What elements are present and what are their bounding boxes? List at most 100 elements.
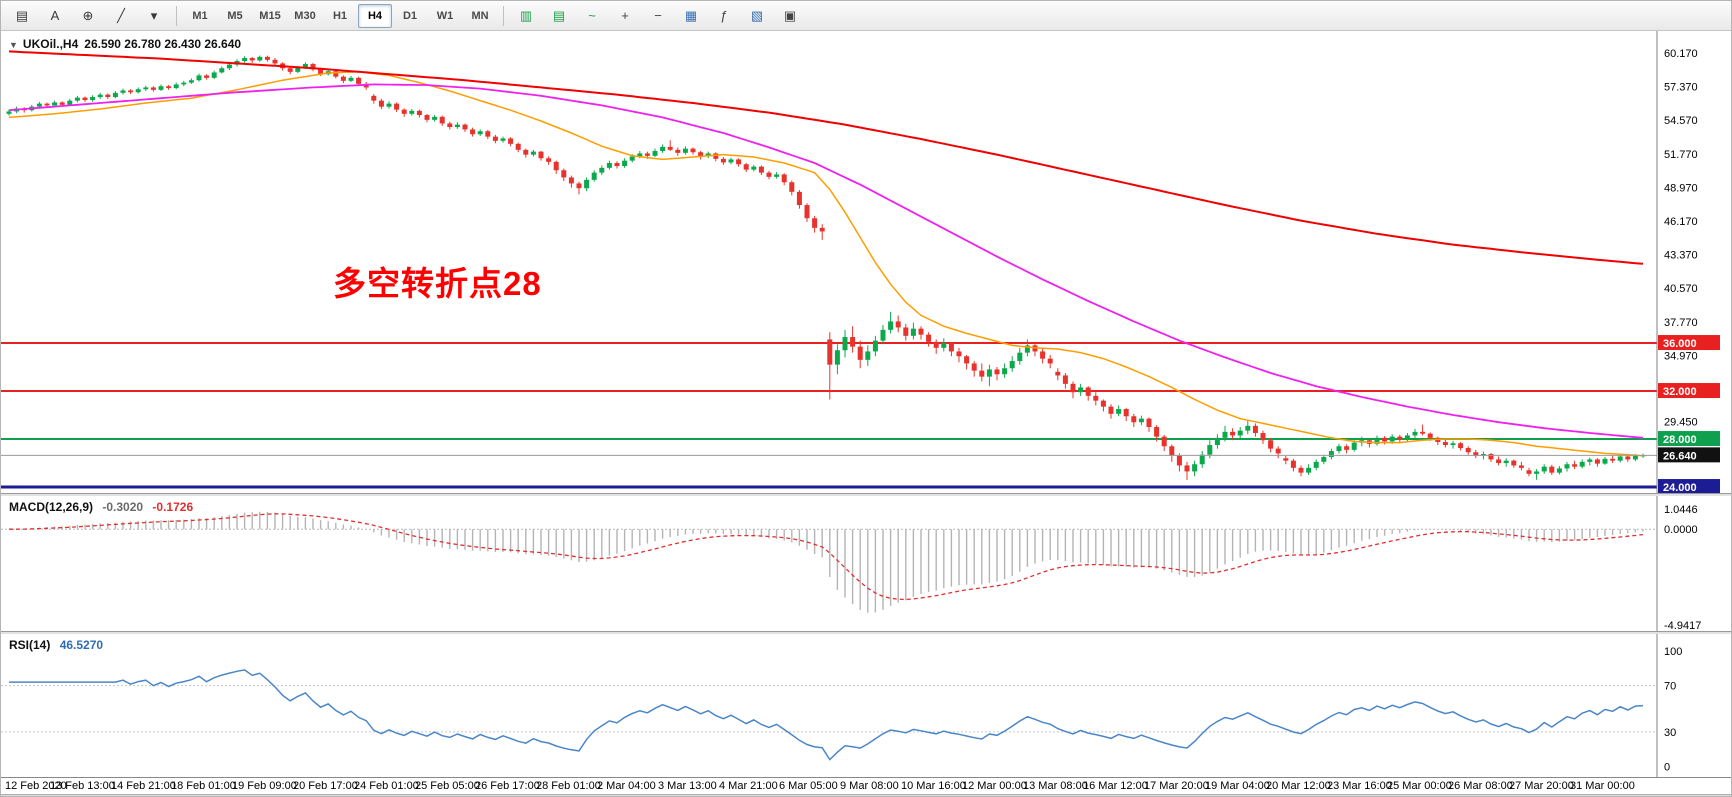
time-axis-label: 24 Feb 01:00 bbox=[354, 780, 419, 792]
macd-panel-title: MACD(12,26,9) -0.3020 -0.1726 bbox=[9, 500, 193, 514]
price-axis-label: 37.770 bbox=[1664, 317, 1698, 329]
price-axis-label: 57.370 bbox=[1664, 82, 1698, 94]
pane-splitter[interactable] bbox=[1, 631, 1731, 634]
symbol-title: UKOil.,H4 bbox=[22, 37, 79, 51]
indicators-icon[interactable]: ƒ bbox=[720, 8, 728, 23]
rsi-axis-label: 0 bbox=[1664, 762, 1670, 774]
time-axis-label: 14 Feb 21:00 bbox=[111, 780, 176, 792]
macd-panel-chart[interactable]: 1.0446 0.0000 -4.9417 bbox=[1, 496, 1732, 631]
time-axis-label: 9 Mar 08:00 bbox=[840, 780, 899, 792]
tile-windows-icon[interactable]: ▦ bbox=[684, 7, 698, 23]
time-axis-label: 13 Mar 08:00 bbox=[1023, 780, 1088, 792]
line-studies-dropdown-icon[interactable]: ▾ bbox=[150, 7, 158, 23]
ohlc-values: 26.590 26.780 26.430 26.640 bbox=[84, 37, 242, 51]
ma-mid-magenta[interactable] bbox=[8, 83, 1644, 439]
toolbar-separator bbox=[176, 5, 177, 26]
rsi-label: RSI(14) bbox=[9, 638, 51, 652]
text-tool-icon[interactable]: A bbox=[50, 8, 60, 23]
rsi-axis-label: 30 bbox=[1664, 727, 1676, 739]
timeframe-m1-button[interactable]: M1 bbox=[192, 9, 208, 22]
macd-main-value: -0.3020 bbox=[102, 500, 144, 514]
price-tag bbox=[1658, 383, 1720, 399]
toolbar: ▤ A ⊕ ╱ ▾ M1 M5 M15 M30 H1 H4 D1 W1 MN ▥ ▤ ~ + − ▦ ƒ ▧ ▣ bbox=[1, 1, 1731, 31]
macd-signal-value: -0.1726 bbox=[152, 500, 194, 514]
rsi-axis-label: 70 bbox=[1664, 681, 1676, 693]
price-tag bbox=[1658, 431, 1720, 447]
timeframe-d1-button[interactable]: D1 bbox=[402, 9, 418, 22]
price-axis-label: 60.170 bbox=[1664, 48, 1698, 60]
zoom-out-icon[interactable]: − bbox=[654, 8, 662, 23]
rsi-line bbox=[9, 669, 1644, 761]
price-tag-label: 28.000 bbox=[1663, 434, 1697, 446]
time-axis-label: 20 Mar 12:00 bbox=[1266, 780, 1331, 792]
timeframe-m15-button[interactable]: M15 bbox=[259, 9, 281, 22]
new-order-icon[interactable]: ▣ bbox=[783, 7, 797, 23]
ma-fast-orange[interactable] bbox=[8, 71, 1644, 457]
rsi-panel-title: RSI(14) 46.5270 bbox=[9, 638, 103, 652]
price-axis-label: 46.170 bbox=[1664, 216, 1698, 228]
price-axis-labels: 60.170 57.370 54.570 51.770 48.970 46.170 43.3… bbox=[1664, 48, 1698, 429]
crosshair-icon[interactable]: ⊕ bbox=[82, 7, 94, 23]
time-axis-label: 28 Feb 01:00 bbox=[536, 780, 601, 792]
time-axis-label: 25 Feb 05:00 bbox=[415, 780, 480, 792]
price-tag bbox=[1658, 447, 1720, 463]
price-tag-label: 24.000 bbox=[1663, 482, 1697, 493]
time-axis-label: 20 Feb 17:00 bbox=[293, 780, 358, 792]
timeframe-w1-button[interactable]: W1 bbox=[436, 9, 454, 22]
price-axis-label: 29.450 bbox=[1664, 417, 1698, 429]
rsi-axis-label: 100 bbox=[1664, 646, 1682, 658]
time-axis[interactable]: 12 Feb 2020 13 Feb 13:00 14 Feb 21:00 18 Fe… bbox=[1, 777, 1731, 794]
price-axis-label: 40.570 bbox=[1664, 283, 1698, 295]
time-axis-label: 19 Feb 09:00 bbox=[232, 780, 297, 792]
timeframe-m30-button[interactable]: M30 bbox=[294, 9, 316, 22]
price-tag bbox=[1658, 479, 1720, 493]
chart-title: ▼ UKOil.,H4 26.590 26.780 26.430 26.640 bbox=[9, 37, 241, 51]
window-status-strip bbox=[1, 794, 1731, 796]
timeframe-mn-button[interactable]: MN bbox=[471, 9, 489, 22]
price-axis-label: 51.770 bbox=[1664, 149, 1698, 161]
trendline-icon[interactable]: ╱ bbox=[117, 7, 125, 23]
price-tag bbox=[1658, 335, 1720, 351]
price-axis-label: 54.570 bbox=[1664, 115, 1698, 127]
time-axis-label: 26 Feb 17:00 bbox=[475, 780, 540, 792]
time-axis-label: 26 Mar 08:00 bbox=[1448, 780, 1513, 792]
price-tags: 36.000 32.000 28.000 24.000 26.640 bbox=[1658, 335, 1720, 493]
candlestick-chart-icon[interactable]: ▥ bbox=[519, 7, 533, 23]
time-axis-label: 19 Mar 04:00 bbox=[1205, 780, 1270, 792]
price-tag-label: 26.640 bbox=[1663, 450, 1697, 462]
price-axis-label: 43.370 bbox=[1664, 250, 1698, 262]
time-axis-label: 23 Mar 16:00 bbox=[1327, 780, 1392, 792]
templates-icon[interactable]: ▧ bbox=[750, 7, 764, 23]
time-axis-label: 2 Mar 04:00 bbox=[597, 780, 656, 792]
rsi-panel-chart[interactable]: 100 70 30 0 bbox=[1, 634, 1732, 777]
time-axis-label: 6 Mar 05:00 bbox=[779, 780, 838, 792]
time-axis-label: 16 Mar 12:00 bbox=[1083, 780, 1148, 792]
price-axis-label: 48.970 bbox=[1664, 182, 1698, 194]
line-chart-icon[interactable]: ~ bbox=[588, 8, 596, 23]
macd-axis-label: 1.0446 bbox=[1664, 504, 1698, 516]
timeframe-m5-button[interactable]: M5 bbox=[227, 9, 243, 22]
time-axis-label: 12 Mar 00:00 bbox=[962, 780, 1027, 792]
rsi-value: 46.5270 bbox=[59, 638, 104, 652]
bar-chart-icon[interactable]: ▤ bbox=[552, 7, 566, 23]
time-axis-label: 18 Feb 01:00 bbox=[171, 780, 236, 792]
time-axis-label: 17 Mar 20:00 bbox=[1144, 780, 1209, 792]
time-axis-label: 27 Mar 20:00 bbox=[1509, 780, 1574, 792]
macd-label: MACD(12,26,9) bbox=[9, 500, 94, 514]
timeframe-h4-button[interactable]: H4 bbox=[358, 3, 392, 28]
time-axis-label: 3 Mar 13:00 bbox=[658, 780, 717, 792]
macd-signal-line bbox=[9, 513, 1644, 601]
one-click-trading-arrow[interactable]: ▼ bbox=[9, 40, 18, 50]
ma-slow-red[interactable] bbox=[8, 50, 1644, 265]
main-price-chart[interactable]: 60.170 57.370 54.570 51.770 48.970 46.170 43.3… bbox=[1, 31, 1732, 493]
timeframe-h1-button[interactable]: H1 bbox=[332, 9, 348, 22]
charts-list-icon[interactable]: ▤ bbox=[15, 7, 29, 23]
chart-text-annotation: 多空转折点28 bbox=[333, 265, 542, 302]
candlesticks bbox=[6, 55, 1646, 480]
time-axis-label: 13 Feb 13:00 bbox=[50, 780, 115, 792]
pane-splitter[interactable] bbox=[1, 493, 1731, 496]
time-axis-label: 4 Mar 21:00 bbox=[719, 780, 778, 792]
macd-axis-label: 0.0000 bbox=[1664, 524, 1698, 536]
zoom-in-icon[interactable]: + bbox=[621, 8, 629, 23]
